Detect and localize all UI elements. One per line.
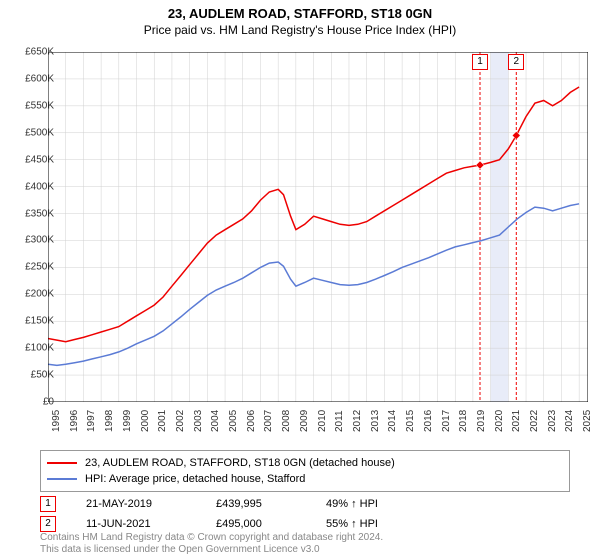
y-tick-label: £200K (14, 289, 54, 300)
sale-delta-2: 55% ↑ HPI (326, 518, 378, 530)
chart-plot-area (48, 52, 588, 402)
x-tick-label: 2005 (228, 410, 239, 432)
legend-swatch-hpi (47, 478, 77, 480)
y-tick-label: £400K (14, 181, 54, 192)
y-tick-label: £0 (14, 397, 54, 408)
sale-row-2: 2 11-JUN-2021 £495,000 55% ↑ HPI (40, 516, 378, 532)
y-tick-label: £100K (14, 343, 54, 354)
x-tick-label: 2017 (441, 410, 452, 432)
legend-swatch-property (47, 462, 77, 464)
legend-item-property: 23, AUDLEM ROAD, STAFFORD, ST18 0GN (det… (47, 455, 563, 471)
y-tick-label: £450K (14, 154, 54, 165)
event-marker-box: 2 (508, 54, 524, 70)
footer-attribution: Contains HM Land Registry data © Crown c… (40, 532, 383, 556)
chart-subtitle: Price paid vs. HM Land Registry's House … (0, 21, 600, 37)
y-tick-label: £150K (14, 316, 54, 327)
x-tick-label: 2021 (511, 410, 522, 432)
x-tick-label: 1997 (86, 410, 97, 432)
x-tick-label: 2022 (529, 410, 540, 432)
x-tick-label: 2019 (476, 410, 487, 432)
chart-card: 23, AUDLEM ROAD, STAFFORD, ST18 0GN Pric… (0, 0, 600, 560)
x-tick-label: 2014 (387, 410, 398, 432)
x-tick-label: 2007 (263, 410, 274, 432)
footer-line2: This data is licensed under the Open Gov… (40, 544, 383, 556)
sale-date-1: 21-MAY-2019 (86, 498, 186, 510)
x-tick-label: 2010 (317, 410, 328, 432)
x-tick-label: 1999 (122, 410, 133, 432)
sale-price-2: £495,000 (216, 518, 296, 530)
y-tick-label: £550K (14, 100, 54, 111)
y-tick-label: £50K (14, 370, 54, 381)
legend-label-hpi: HPI: Average price, detached house, Staf… (85, 473, 305, 485)
legend-item-hpi: HPI: Average price, detached house, Staf… (47, 471, 563, 487)
x-tick-label: 2023 (547, 410, 558, 432)
x-tick-label: 2008 (281, 410, 292, 432)
x-tick-label: 1996 (69, 410, 80, 432)
x-tick-label: 2025 (582, 410, 593, 432)
y-tick-label: £600K (14, 73, 54, 84)
chart-title: 23, AUDLEM ROAD, STAFFORD, ST18 0GN (0, 0, 600, 21)
x-tick-label: 2002 (175, 410, 186, 432)
sale-marker-1: 1 (40, 496, 56, 512)
x-tick-label: 1995 (51, 410, 62, 432)
x-tick-label: 2001 (157, 410, 168, 432)
x-tick-label: 2015 (405, 410, 416, 432)
chart-legend: 23, AUDLEM ROAD, STAFFORD, ST18 0GN (det… (40, 450, 570, 492)
y-tick-label: £350K (14, 208, 54, 219)
sale-date-2: 11-JUN-2021 (86, 518, 186, 530)
legend-label-property: 23, AUDLEM ROAD, STAFFORD, ST18 0GN (det… (85, 457, 395, 469)
x-tick-label: 1998 (104, 410, 115, 432)
sale-delta-1: 49% ↑ HPI (326, 498, 378, 510)
x-tick-label: 2004 (210, 410, 221, 432)
x-tick-label: 2011 (334, 410, 345, 432)
footer-line1: Contains HM Land Registry data © Crown c… (40, 532, 383, 544)
x-tick-label: 2006 (246, 410, 257, 432)
line-chart-svg (48, 52, 588, 402)
x-tick-label: 2000 (140, 410, 151, 432)
sale-row-1: 1 21-MAY-2019 £439,995 49% ↑ HPI (40, 496, 378, 512)
x-tick-label: 2018 (458, 410, 469, 432)
sale-marker-2: 2 (40, 516, 56, 532)
y-tick-label: £250K (14, 262, 54, 273)
x-tick-label: 2020 (494, 410, 505, 432)
x-tick-label: 2024 (564, 410, 575, 432)
y-tick-label: £300K (14, 235, 54, 246)
x-tick-label: 2013 (370, 410, 381, 432)
x-tick-label: 2012 (352, 410, 363, 432)
event-marker-box: 1 (472, 54, 488, 70)
sale-price-1: £439,995 (216, 498, 296, 510)
y-tick-label: £500K (14, 127, 54, 138)
x-tick-label: 2003 (193, 410, 204, 432)
y-tick-label: £650K (14, 47, 54, 58)
x-tick-label: 2009 (299, 410, 310, 432)
x-tick-label: 2016 (423, 410, 434, 432)
